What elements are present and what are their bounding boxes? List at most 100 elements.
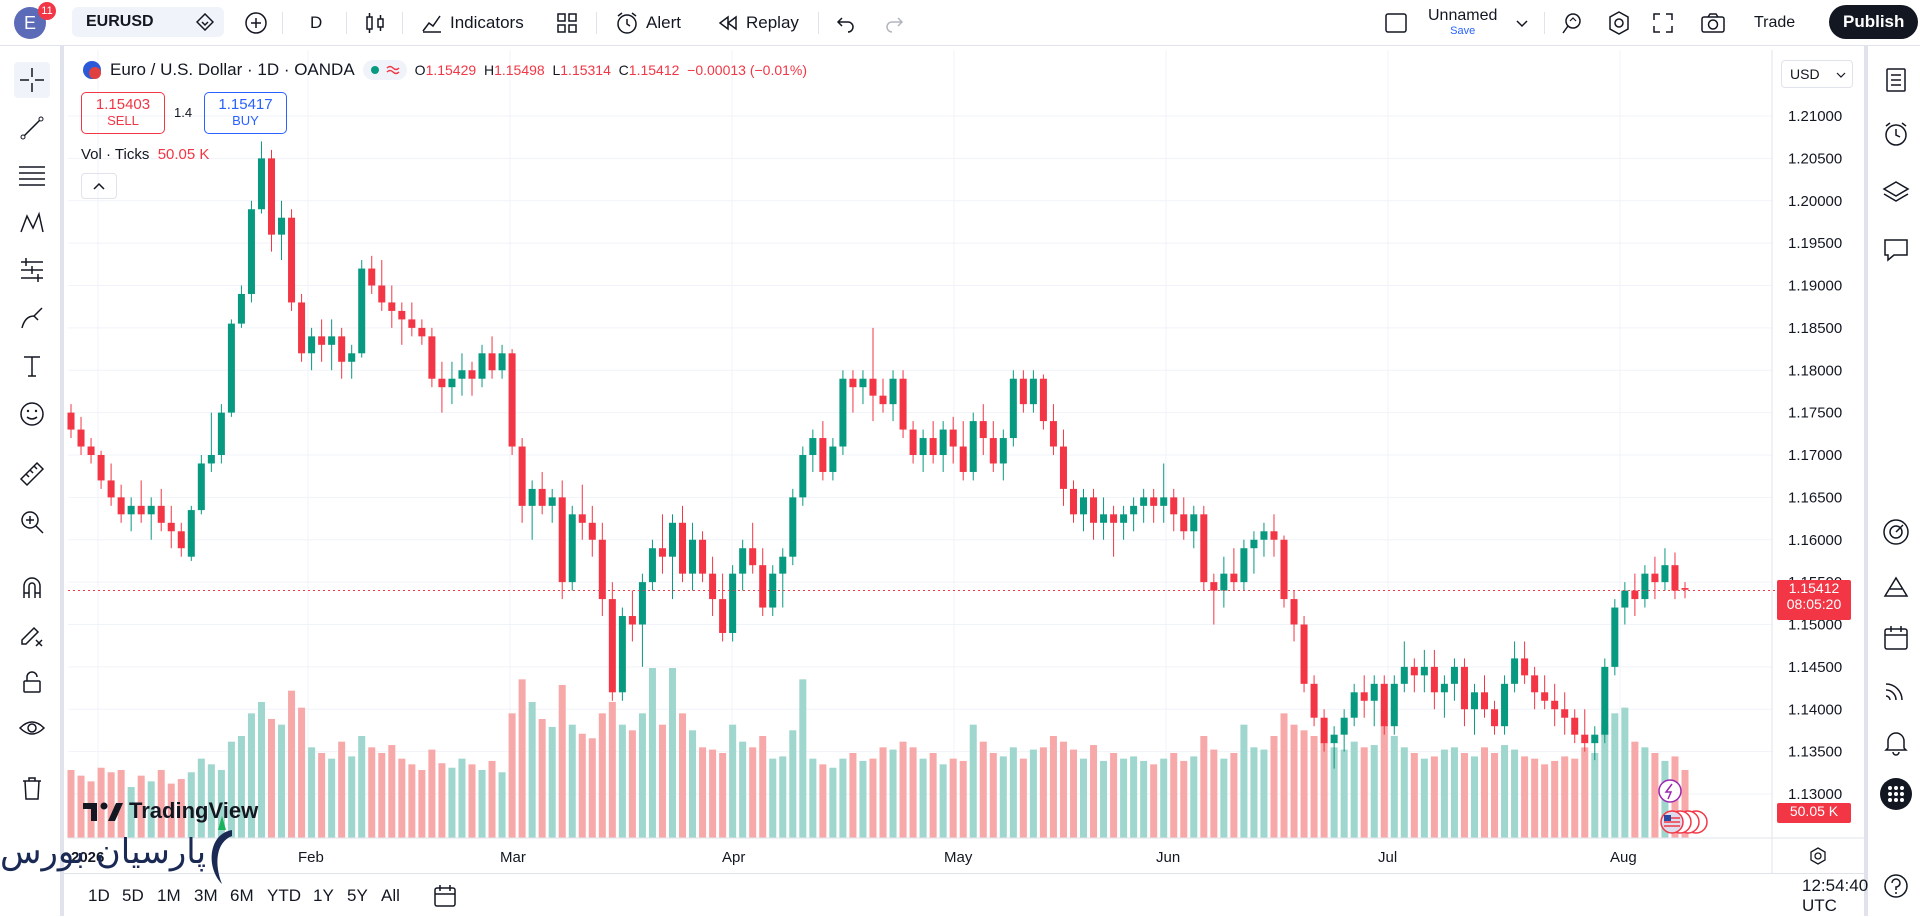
candle-body bbox=[1160, 497, 1168, 506]
undo-icon[interactable] bbox=[834, 0, 856, 46]
magnet-icon[interactable] bbox=[14, 570, 50, 606]
fib-lines-icon[interactable] bbox=[14, 158, 50, 194]
clock-timezone[interactable]: 12:54:40 UTC bbox=[1802, 875, 1869, 915]
alert-button[interactable]: Alert bbox=[614, 0, 681, 46]
volume-legend[interactable]: Vol · Ticks 50.05 K bbox=[81, 146, 210, 163]
range-ytd[interactable]: YTD bbox=[267, 885, 301, 905]
trade-button[interactable]: Trade bbox=[1754, 14, 1796, 31]
draw-mode-icon[interactable] bbox=[14, 616, 50, 652]
publish-button[interactable]: Publish bbox=[1829, 5, 1919, 39]
market-status-icon[interactable] bbox=[362, 60, 407, 80]
range-1y[interactable]: 1Y bbox=[313, 885, 334, 905]
notifications-bell-icon[interactable] bbox=[1878, 724, 1914, 760]
divider bbox=[282, 12, 283, 34]
volume-bar bbox=[959, 760, 967, 838]
volume-bar bbox=[869, 758, 877, 838]
pattern-icon[interactable] bbox=[14, 206, 50, 242]
go-to-date-icon[interactable] bbox=[432, 874, 458, 917]
ohlc-values: O1.15429 H1.15498 L1.15314 C1.15412 −0.0… bbox=[414, 62, 808, 78]
layout-name-button[interactable]: Unnamed Save bbox=[1428, 7, 1497, 37]
range-all[interactable]: All bbox=[381, 885, 400, 905]
volume-bar bbox=[1260, 749, 1268, 838]
time-tick-label: Feb bbox=[298, 849, 324, 866]
candle-style-icon[interactable] bbox=[364, 0, 386, 46]
candle-body bbox=[729, 573, 737, 633]
sell-button[interactable]: 1.15403 SELL bbox=[81, 92, 165, 134]
alerts-clock-icon[interactable] bbox=[1878, 116, 1914, 152]
text-icon[interactable] bbox=[14, 348, 50, 384]
settings-gear-icon[interactable] bbox=[1606, 0, 1632, 46]
layers-icon[interactable] bbox=[1878, 174, 1914, 210]
tradingview-logo[interactable]: TradingView bbox=[83, 798, 258, 824]
range-5d[interactable]: 5D bbox=[122, 885, 144, 905]
candle-body bbox=[137, 505, 145, 515]
candle-body bbox=[849, 378, 857, 388]
price-tick-label: 1.21000 bbox=[1788, 108, 1842, 125]
volume-bar bbox=[488, 760, 496, 838]
crosshair-icon[interactable] bbox=[14, 62, 50, 98]
symbol-add-icon[interactable] bbox=[195, 12, 215, 36]
trash-icon[interactable] bbox=[14, 770, 50, 806]
templates-icon[interactable] bbox=[556, 0, 578, 46]
help-icon[interactable] bbox=[1878, 868, 1914, 904]
lock-icon[interactable] bbox=[14, 664, 50, 700]
symbol-title[interactable]: Euro / U.S. Dollar · 1D · OANDA bbox=[110, 60, 355, 79]
time-axis-settings-icon[interactable] bbox=[1808, 846, 1828, 866]
chevron-up-icon bbox=[93, 182, 105, 190]
candle-body bbox=[739, 548, 747, 574]
candle-body bbox=[1370, 683, 1378, 701]
eye-icon[interactable] bbox=[14, 710, 50, 746]
watchlist-icon[interactable] bbox=[1878, 62, 1914, 98]
range-1d[interactable]: 1D bbox=[88, 885, 110, 905]
chat-icon[interactable] bbox=[1878, 232, 1914, 268]
buy-button[interactable]: 1.15417 BUY bbox=[204, 92, 287, 134]
alarm-clock-icon bbox=[617, 12, 637, 34]
candle-body bbox=[648, 548, 656, 583]
calendar-icon[interactable] bbox=[1878, 620, 1914, 656]
apps-grid-icon[interactable] bbox=[1878, 776, 1914, 812]
volume-bar bbox=[1621, 707, 1629, 838]
currency-select[interactable]: USD bbox=[1781, 60, 1853, 88]
ideas-icon[interactable] bbox=[1878, 568, 1914, 604]
camera-icon[interactable] bbox=[1700, 0, 1726, 46]
fullscreen-icon[interactable] bbox=[1652, 0, 1674, 46]
interval-button[interactable]: D bbox=[310, 13, 323, 32]
price-tick-label: 1.16000 bbox=[1788, 532, 1842, 549]
candle-body bbox=[879, 395, 887, 405]
layout-checkbox-icon[interactable] bbox=[1384, 0, 1408, 46]
candle-body bbox=[418, 327, 426, 337]
zoom-in-icon[interactable] bbox=[14, 504, 50, 540]
volume-bar bbox=[378, 753, 386, 838]
time-tick-label: Jun bbox=[1156, 849, 1180, 866]
candle-body bbox=[548, 497, 556, 506]
candle-body bbox=[628, 616, 636, 625]
watermark-emblem-icon bbox=[211, 816, 232, 884]
volume-bar bbox=[1080, 758, 1088, 838]
ruler-icon[interactable] bbox=[14, 456, 50, 492]
range-5y[interactable]: 5Y bbox=[347, 885, 368, 905]
symbol-search[interactable]: EURUSD bbox=[72, 7, 224, 37]
layout-save-label: Save bbox=[1450, 25, 1476, 37]
compare-plus-icon[interactable] bbox=[244, 0, 268, 46]
brush-icon[interactable] bbox=[14, 300, 50, 336]
emoji-icon[interactable] bbox=[14, 396, 50, 432]
event-markers[interactable] bbox=[1652, 778, 1716, 838]
streams-icon[interactable] bbox=[1878, 672, 1914, 708]
redo-icon[interactable] bbox=[884, 0, 906, 46]
chevron-down-icon[interactable] bbox=[1514, 0, 1530, 46]
indicators-button[interactable]: Indicators bbox=[420, 0, 524, 46]
volume-bar bbox=[1491, 753, 1499, 838]
quick-search-icon[interactable] bbox=[1560, 0, 1586, 46]
trend-line-icon[interactable] bbox=[14, 110, 50, 146]
forecast-icon[interactable] bbox=[14, 252, 50, 288]
collapse-legend-button[interactable] bbox=[81, 173, 117, 199]
price-tick-label: 1.19500 bbox=[1788, 235, 1842, 252]
range-6m[interactable]: 6M bbox=[230, 885, 254, 905]
replay-button[interactable]: Replay bbox=[716, 0, 799, 46]
target-icon[interactable] bbox=[1878, 514, 1914, 550]
volume-bar bbox=[1380, 724, 1388, 838]
range-3m[interactable]: 3M bbox=[194, 885, 218, 905]
volume-bar bbox=[809, 758, 817, 838]
range-1m[interactable]: 1M bbox=[157, 885, 181, 905]
